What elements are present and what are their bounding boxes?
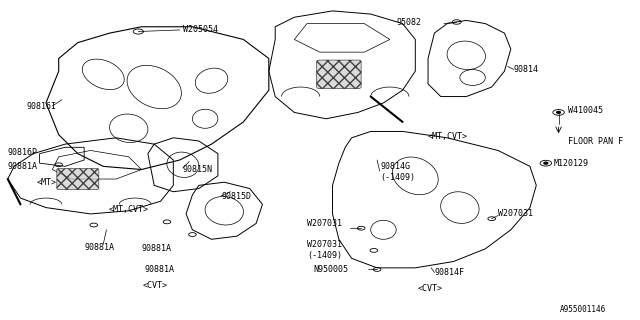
Text: M120129: M120129 [554, 159, 589, 168]
Text: W410045: W410045 [568, 106, 603, 115]
Text: <CVT>: <CVT> [143, 281, 168, 290]
Text: 90881A: 90881A [141, 244, 172, 253]
FancyBboxPatch shape [57, 169, 99, 189]
Circle shape [544, 162, 548, 164]
Text: W205054: W205054 [183, 25, 218, 34]
Text: <MT>: <MT> [36, 178, 56, 187]
Text: W207031: W207031 [307, 219, 342, 228]
Text: <MT,CVT>: <MT,CVT> [427, 132, 467, 141]
Text: 90814G: 90814G [380, 162, 410, 171]
Circle shape [557, 111, 561, 113]
Text: 90814F: 90814F [435, 268, 465, 277]
Text: N950005: N950005 [314, 265, 348, 274]
Text: (-1409): (-1409) [307, 251, 342, 260]
Text: 90816I: 90816I [27, 101, 57, 111]
Text: W207031: W207031 [307, 240, 342, 249]
Text: 90815D: 90815D [221, 192, 251, 201]
Text: <MT,CVT>: <MT,CVT> [109, 205, 148, 214]
Text: 95082: 95082 [396, 18, 421, 27]
Text: W207031: W207031 [498, 209, 533, 219]
Text: 90814: 90814 [514, 65, 539, 74]
Text: <CVT>: <CVT> [417, 284, 442, 293]
Text: 90881A: 90881A [84, 243, 114, 252]
Text: 90816P: 90816P [8, 148, 38, 156]
Text: A955001146: A955001146 [560, 305, 606, 314]
Text: (-1409): (-1409) [380, 173, 415, 182]
Text: 90881A: 90881A [8, 162, 38, 171]
Text: 90815N: 90815N [183, 165, 213, 174]
Text: FLOOR PAN F: FLOOR PAN F [568, 137, 623, 146]
FancyBboxPatch shape [317, 60, 361, 89]
Text: 90881A: 90881A [145, 265, 175, 274]
